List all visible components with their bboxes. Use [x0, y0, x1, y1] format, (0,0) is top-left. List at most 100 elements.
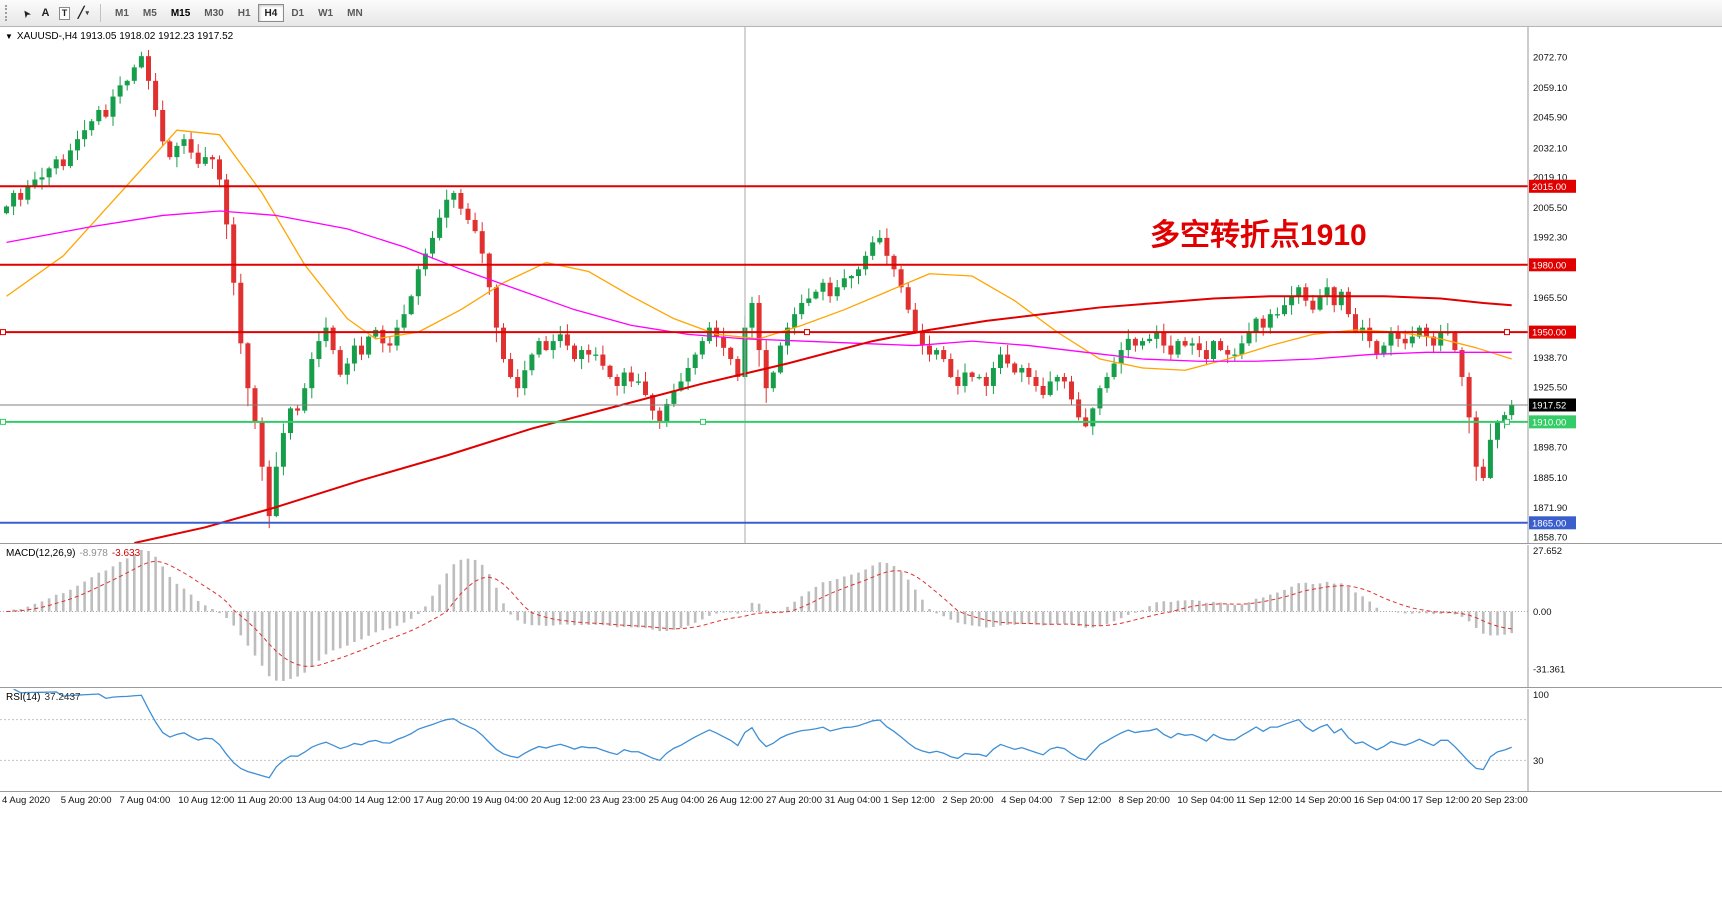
candle — [1232, 348, 1238, 362]
candle — [976, 374, 982, 380]
candle — [1218, 338, 1224, 352]
candle — [877, 230, 883, 245]
candle — [1147, 333, 1153, 344]
y-axis-tick: 2059.10 — [1533, 83, 1567, 94]
candle — [749, 296, 755, 338]
rsi-line — [13, 689, 1512, 779]
text-tool[interactable]: A — [36, 3, 55, 23]
candle — [628, 366, 634, 388]
line-handle[interactable] — [804, 329, 810, 336]
line-handle[interactable] — [1504, 329, 1510, 336]
rsi-axis-tick: 30 — [1533, 756, 1544, 767]
candle — [1431, 330, 1437, 354]
candle — [756, 295, 762, 367]
timeframe-M5[interactable]: M5 — [136, 4, 164, 22]
timeframe-W1[interactable]: W1 — [311, 4, 340, 22]
svg-text:1865.00: 1865.00 — [1532, 518, 1566, 529]
one-click-trading-toggle[interactable]: ▼ — [5, 31, 13, 41]
ma-slow-red — [134, 295, 1512, 543]
line-handle[interactable] — [1504, 418, 1510, 425]
candle — [898, 265, 904, 293]
candle — [990, 361, 996, 395]
candle — [1374, 339, 1380, 360]
candle — [1211, 339, 1216, 363]
ma-medium-magenta — [6, 210, 1512, 362]
candle — [25, 180, 31, 205]
candle — [848, 274, 854, 289]
candle — [777, 342, 783, 375]
macd-panel-canvas[interactable]: 27.652 0.00 -31.361 — [0, 545, 1722, 687]
symbol-ohlc-label: XAUUSD-,H4 1913.05 1918.02 1912.23 1917.… — [16, 31, 234, 42]
annotation-text[interactable]: 多空转折点1910 — [1150, 219, 1367, 252]
macd-axis-tick: -31.361 — [1533, 665, 1565, 676]
macd-value-signal: -3.633 — [111, 548, 141, 559]
candle — [280, 423, 286, 476]
chart-title: ▼ XAUUSD-,H4 1913.05 1918.02 1912.23 191… — [5, 31, 233, 42]
rsi-panel-canvas[interactable]: 100 30 — [0, 689, 1722, 791]
y-axis-tick: 1938.70 — [1533, 353, 1567, 364]
timeframe-D1[interactable]: D1 — [284, 4, 311, 22]
candle — [1459, 347, 1465, 387]
price-tag-2015.00: 2015.00 — [1529, 179, 1576, 193]
timeframe-MN[interactable]: MN — [340, 4, 370, 22]
rsi-name: RSI(14) — [6, 692, 41, 703]
candle — [316, 332, 322, 368]
x-axis-label: 14 Sep 20:00 — [1294, 795, 1352, 806]
candle — [1168, 335, 1174, 361]
candle — [181, 134, 187, 155]
candle — [387, 337, 393, 353]
candle — [1381, 342, 1387, 358]
candle — [856, 266, 861, 285]
x-axis-label: 20 Aug 12:00 — [530, 795, 587, 806]
timeframe-M1[interactable]: M1 — [108, 4, 136, 22]
shapes-tool[interactable]: ╱ ▾ — [74, 3, 93, 23]
x-axis-label: 27 Aug 20:00 — [766, 795, 822, 806]
candle — [174, 142, 180, 168]
price-tag-1910.00: 1910.00 — [1529, 415, 1576, 429]
panel-separator[interactable] — [0, 687, 1722, 689]
candle — [806, 288, 812, 307]
candle — [770, 370, 776, 392]
candle — [1140, 337, 1145, 350]
candle — [572, 343, 577, 362]
y-axis-tick: 1992.30 — [1533, 233, 1567, 244]
x-axis-label: 31 Aug 04:00 — [824, 795, 881, 806]
candle — [785, 322, 790, 355]
x-axis-label: 10 Aug 12:00 — [178, 795, 235, 806]
line-handle[interactable] — [700, 418, 706, 425]
svg-text:1980.00: 1980.00 — [1532, 260, 1566, 271]
y-axis-tick: 1858.70 — [1533, 532, 1567, 543]
pointer-tool[interactable]: ➤ — [17, 3, 36, 23]
x-axis-label: 10 Sep 04:00 — [1177, 795, 1234, 806]
x-axis-label: 7 Aug 04:00 — [119, 795, 171, 806]
price-chart-canvas[interactable]: 2072.70 2059.10 2045.90 2032.10 2019.10 2005.… — [0, 27, 1722, 543]
timeframe-M30[interactable]: M30 — [197, 4, 230, 22]
x-axis-label: 5 Aug 20:00 — [60, 795, 112, 806]
candle — [1196, 336, 1202, 358]
candle — [948, 353, 954, 379]
svg-text:1910.00: 1910.00 — [1532, 417, 1566, 428]
candle — [209, 154, 215, 169]
candle — [458, 189, 464, 215]
time-axis[interactable]: 4 Aug 2020 5 Aug 20:00 7 Aug 04:00 10 Aug 1… — [0, 794, 1722, 809]
candle — [1466, 372, 1472, 434]
candle — [1161, 323, 1167, 354]
x-axis-label: 19 Aug 04:00 — [472, 795, 529, 806]
toolbar-grip[interactable] — [5, 5, 11, 21]
candle — [188, 132, 194, 159]
y-axis-tick: 2019.10 — [1533, 173, 1567, 184]
timeframe-M15[interactable]: M15 — [164, 4, 197, 22]
candle — [1310, 295, 1316, 314]
timeframe-H1[interactable]: H1 — [231, 4, 258, 22]
price-tag-1950.00: 1950.00 — [1529, 325, 1576, 339]
svg-text:2015.00: 2015.00 — [1532, 182, 1566, 193]
panel-separator[interactable] — [0, 543, 1722, 545]
timeframe-buttons-group: M1 M5 M15 M30 H1 H4 D1 W1 MN — [108, 4, 370, 22]
candle — [160, 100, 166, 147]
candle — [167, 139, 173, 160]
timeframe-H4[interactable]: H4 — [257, 4, 285, 22]
candle — [1125, 329, 1131, 359]
line-handle[interactable] — [0, 418, 6, 425]
line-handle[interactable] — [0, 329, 6, 336]
text-label-tool[interactable]: T — [55, 3, 74, 23]
